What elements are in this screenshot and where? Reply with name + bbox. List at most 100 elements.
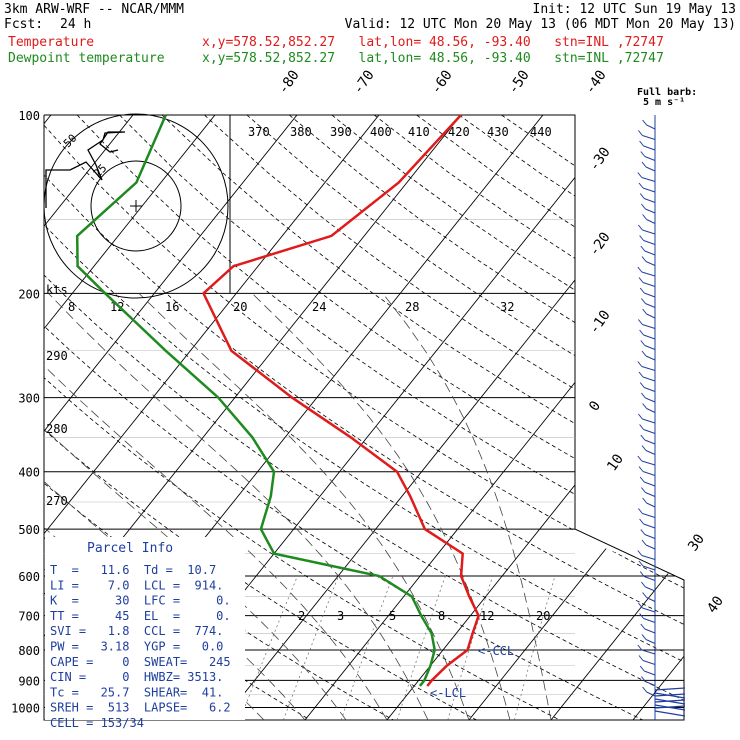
wind-barb-low: [654, 699, 686, 703]
wind-barb-low: [654, 705, 686, 709]
mixing-ratio-tick-label: 12: [480, 609, 494, 623]
wind-barb: [642, 135, 656, 140]
wind-barb-feather: [639, 140, 644, 147]
isotherm-tick-label: 0: [586, 398, 604, 414]
mixing-ratio-tick-label: 5: [389, 609, 396, 623]
parcel-info-line: TT = 45 EL = 0.: [50, 609, 231, 623]
wind-barb: [645, 208, 656, 214]
moist-adiabat: [48, 293, 429, 720]
wind-barb-feather: [638, 508, 643, 514]
wind-barb: [645, 544, 656, 550]
isotherm-tick-label: 40: [704, 593, 727, 616]
wind-legend-value: 5 m s⁻¹: [643, 97, 685, 108]
parcel-panel-bg: [45, 537, 245, 720]
wind-barb: [646, 219, 656, 224]
moist-adiabat: [44, 293, 388, 720]
model-title: 3km ARW-WRF -- NCAR/MMM: [4, 2, 185, 17]
wind-barb: [646, 691, 656, 697]
isotherm-tick-label: -60: [428, 67, 456, 97]
wind-barb-feather: [638, 466, 644, 472]
mixing-ratio-line: [514, 575, 556, 720]
isotherm-line: [44, 115, 216, 720]
moist-adiabat: [44, 293, 306, 720]
hodograph-speed-label: 32: [500, 300, 514, 314]
mixing-ratio-tick-label: 8: [438, 609, 445, 623]
mixing-ratio-line: [340, 575, 394, 720]
mixing-ratio-tick-label: 2: [298, 609, 305, 623]
pressure-tick-label: 1000: [11, 701, 40, 715]
valid-time: Valid: 12 UTC Mon 20 May 13 (06 MDT Mon …: [344, 17, 736, 32]
wind-barb-feather: [641, 203, 646, 210]
parcel-info-line: K = 30 LFC = 0.: [50, 594, 231, 608]
temperature-legend-label: Temperature: [8, 35, 95, 50]
isentrope-tick-label: 420: [448, 125, 470, 139]
hodograph-ring-inner: [90, 160, 182, 252]
wind-barb: [644, 250, 656, 256]
wind-barb-feather: [638, 371, 644, 378]
wind-barb-feather: [640, 623, 646, 630]
wind-barb: [646, 597, 656, 602]
isotherm-line: [44, 115, 52, 720]
isotherm-line: [468, 115, 684, 720]
isotherm-line: [386, 115, 684, 720]
isentrope-tick-label: 400: [370, 125, 392, 139]
parcel-info-panel: Parcel Info T = 11.6 Td = 10.7LI = 7.0 LC…: [45, 537, 245, 730]
isentrope-tick-label: 280: [46, 422, 68, 436]
hodograph-trace: [45, 131, 126, 208]
dry-adiabat: [44, 115, 643, 720]
wind-barb-feather: [641, 676, 646, 682]
dewpoint-line: [75, 114, 436, 687]
wind-barb-feather: [641, 634, 647, 640]
wind-barb-feather: [638, 224, 643, 231]
wind-barb-feather: [641, 392, 646, 399]
wind-barb-feather: [642, 497, 647, 504]
wind-barb: [644, 576, 656, 581]
dry-adiabat: [76, 115, 684, 720]
mixing-ratio-line: [396, 575, 446, 720]
wind-barb: [641, 555, 656, 560]
isentrope-tick-label: 410: [408, 125, 430, 139]
wind-barb: [645, 261, 656, 266]
dry-adiabat: [44, 115, 684, 720]
wind-barb: [641, 271, 656, 277]
wind-barb: [641, 460, 656, 466]
dewpoint-legend-label: Dewpoint temperature: [8, 51, 165, 66]
isotherm-tick-label: -40: [582, 67, 610, 97]
temperature-legend-location: x,y=578.52,852.27 lat,lon= 48.56, -93.40…: [202, 35, 664, 50]
wind-barb: [643, 429, 656, 434]
wind-barb: [644, 439, 656, 445]
parcel-info-line: SVI = 1.8 CCL = 774.: [50, 624, 223, 638]
wind-barb: [642, 660, 656, 665]
wind-barb-feather: [639, 665, 645, 672]
isotherm-line: [44, 115, 298, 720]
dry-adiabat: [161, 115, 684, 720]
dry-adiabat: [44, 115, 684, 720]
wind-barb: [642, 324, 656, 329]
wind-barb-feather: [641, 256, 647, 262]
forecast-hour: 24 h: [60, 17, 92, 32]
dry-adiabat: [204, 115, 684, 720]
hodograph-speed-label: 24: [312, 300, 326, 314]
wind-barb-feather: [642, 686, 647, 693]
wind-barb: [642, 471, 656, 476]
wind-barb: [642, 229, 656, 235]
isotherm-line: [304, 115, 684, 720]
wind-barb: [646, 124, 656, 130]
pressure-tick-label: 400: [18, 466, 40, 480]
wind-barb: [646, 502, 656, 508]
isotherm-tick-label: -30: [586, 144, 614, 174]
parcel-info-line: CIN = 0 HWBZ= 3513.: [50, 670, 223, 684]
wind-barb-feather: [640, 245, 646, 252]
wind-barb: [642, 187, 656, 193]
isentrope-tick-label: 430: [487, 125, 509, 139]
isentrope-tick-label: 440: [530, 125, 552, 139]
wind-barb: [646, 313, 656, 319]
parcel-info-line: CELL = 153/34: [50, 716, 144, 730]
parcel-info-title: Parcel Info: [87, 541, 173, 556]
wind-barb: [641, 649, 656, 655]
parcel-info-line: Tc = 25.7 SHEAR= 41.: [50, 685, 223, 699]
wind-barb: [645, 303, 656, 308]
wind-barb: [643, 618, 656, 623]
wind-barb-feather: [639, 329, 644, 336]
